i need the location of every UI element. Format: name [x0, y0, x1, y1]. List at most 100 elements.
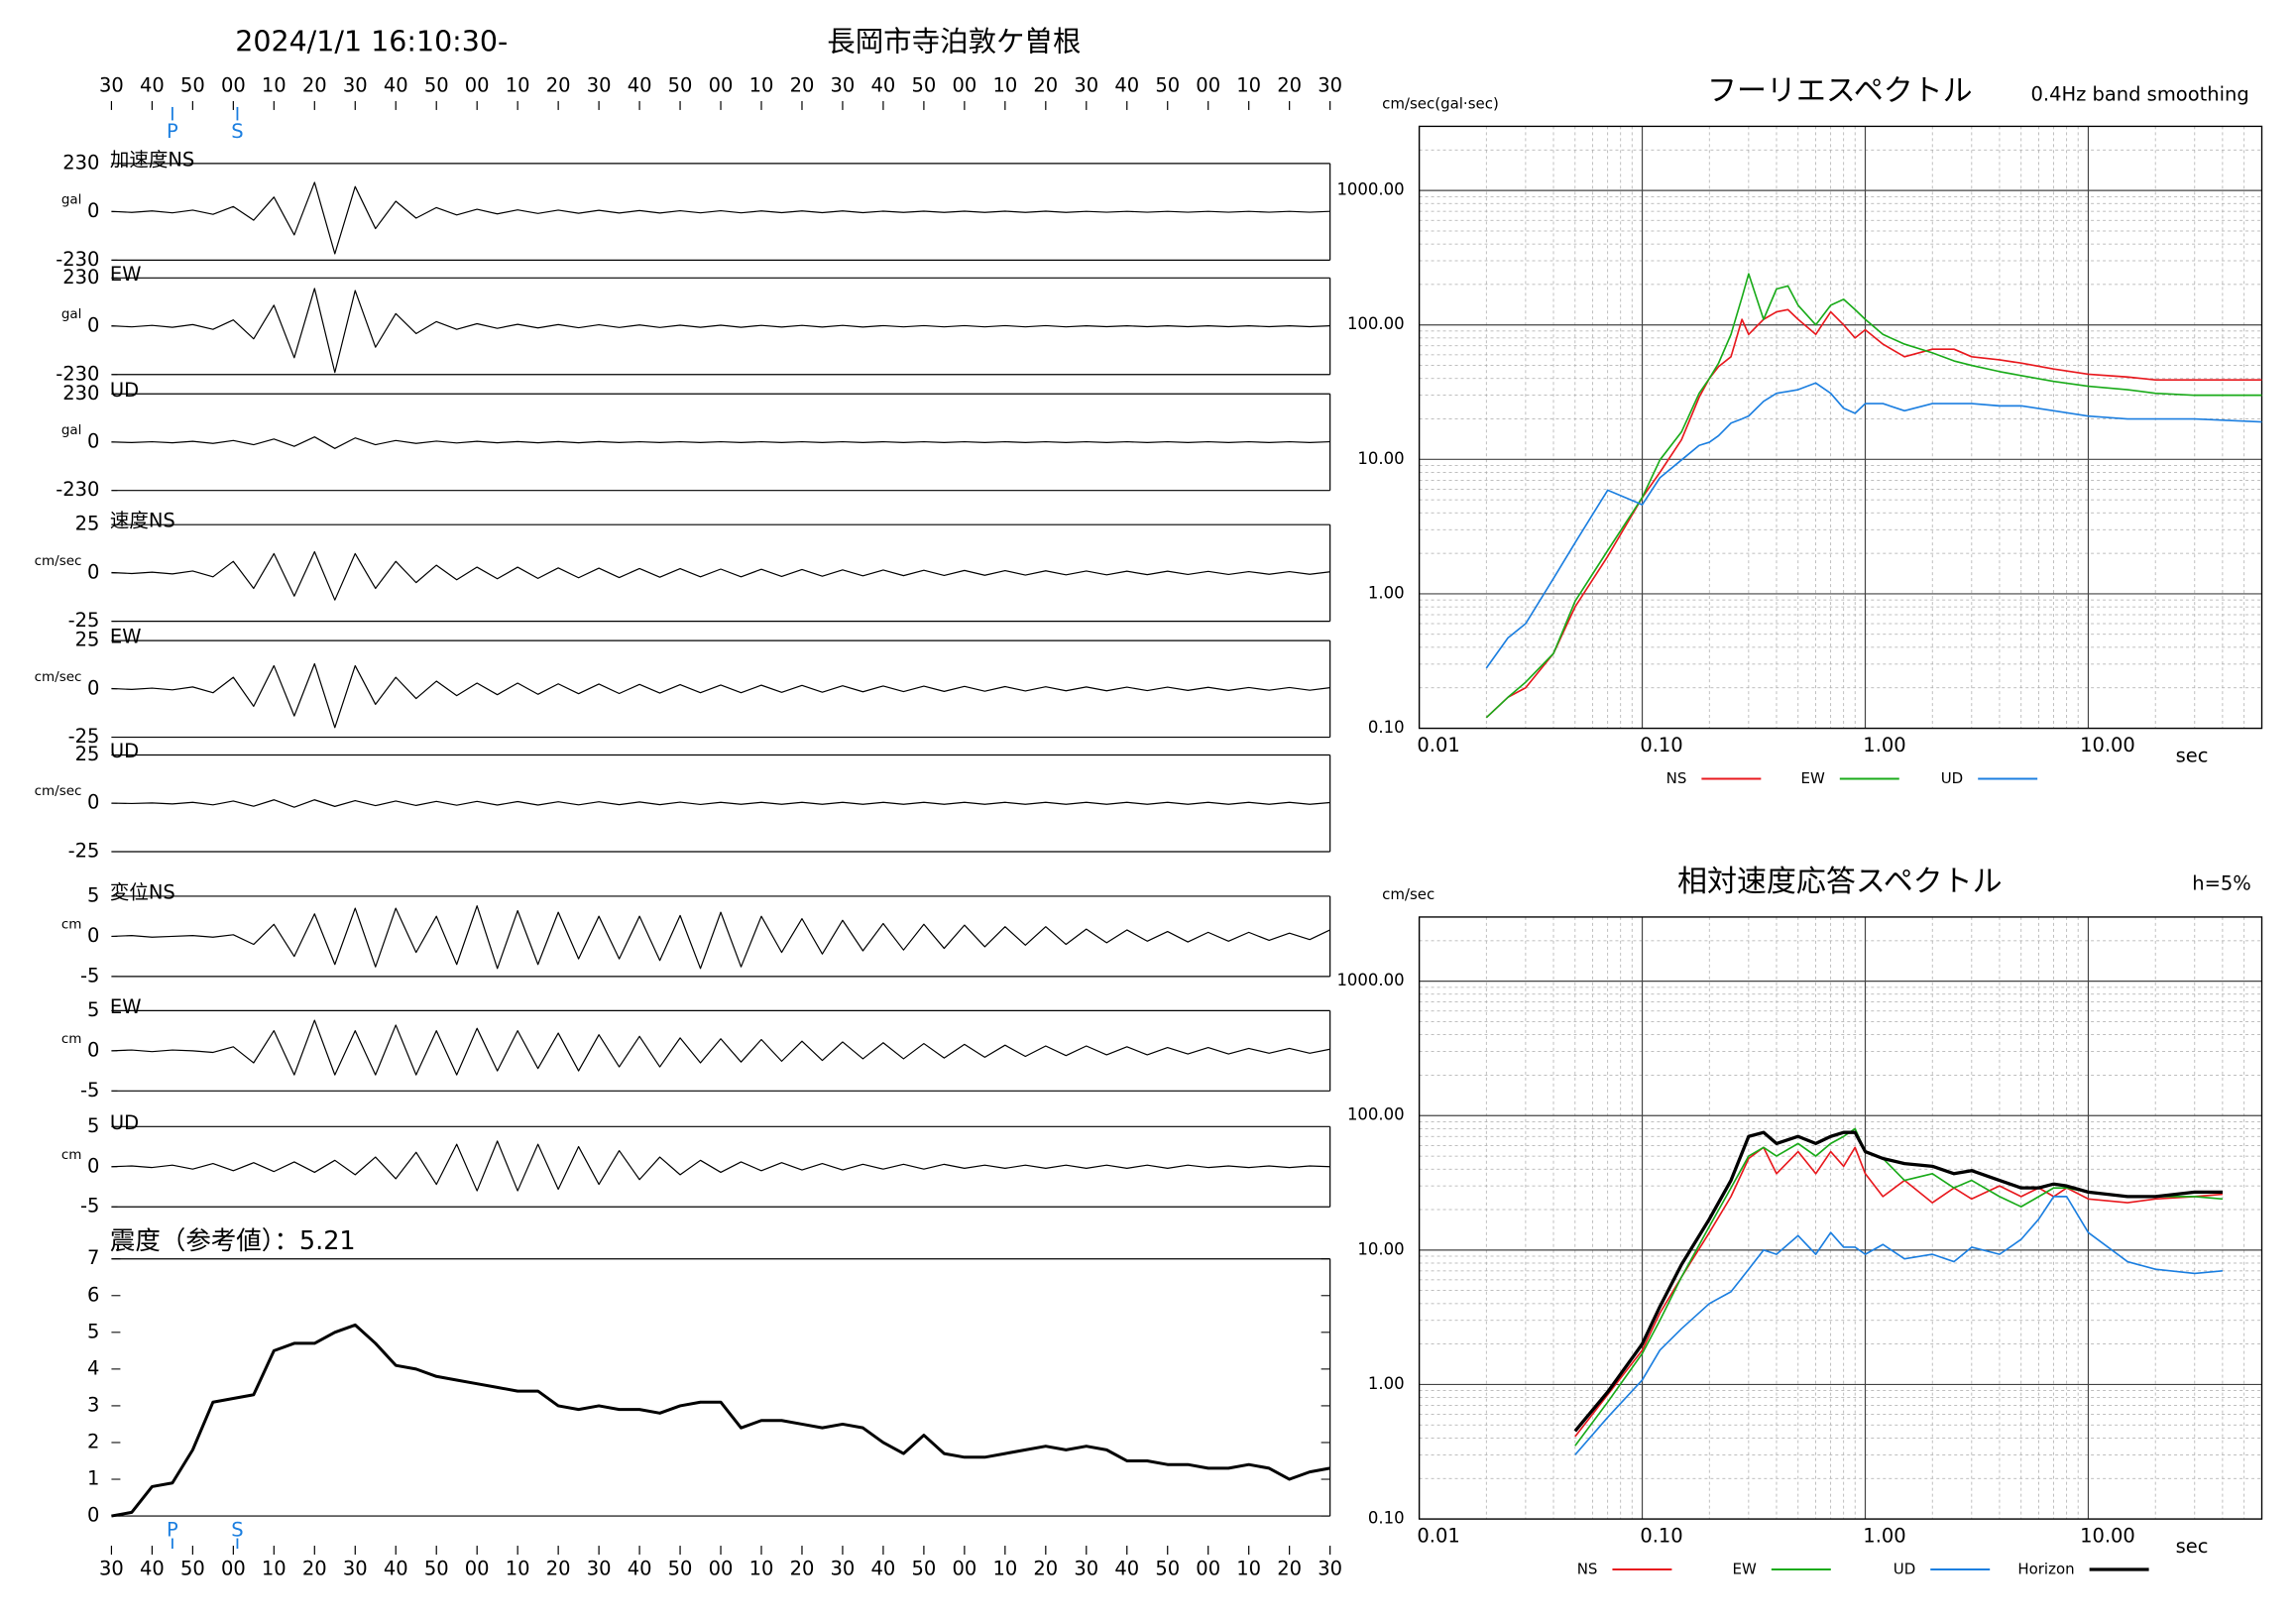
legend-label: UD	[1894, 1561, 1916, 1578]
y-tick-label: -230	[56, 478, 99, 501]
time-tick-label: 50	[668, 1558, 693, 1580]
time-tick-label: 10	[262, 1558, 287, 1580]
time-tick-label: 10	[749, 73, 774, 96]
time-tick-label: 20	[302, 73, 327, 96]
legend-label: NS	[1666, 769, 1687, 787]
intensity-title: 震度（参考値）：5.21	[110, 1226, 356, 1256]
legend-label: NS	[1577, 1561, 1598, 1578]
time-tick-label: 20	[546, 1558, 571, 1580]
spectrum-line	[1574, 1196, 2223, 1455]
datetime: 2024/1/1 16:10:30-	[235, 25, 508, 58]
spectrum-note: 0.4Hz band smoothing	[2031, 82, 2249, 105]
y-tick-label: 5	[87, 883, 99, 906]
y-tick-label: 0	[87, 314, 99, 337]
y-tick-label: 10.00	[1357, 449, 1404, 468]
y-tick-label: 25	[75, 743, 100, 765]
y-tick-label: 0	[87, 199, 99, 222]
y-tick-label: 10.00	[1357, 1239, 1404, 1258]
trace	[111, 799, 1330, 808]
time-tick-label: 30	[343, 73, 368, 96]
y-tick-label: 0.10	[1368, 1509, 1405, 1528]
time-tick-label: 50	[1155, 1558, 1180, 1580]
time-tick-label: 50	[424, 1558, 449, 1580]
x-tick-label: 0.01	[1417, 734, 1459, 756]
y-tick-label: 25	[75, 629, 100, 651]
legend-label: UD	[1941, 769, 1964, 787]
time-tick-label: 40	[140, 1558, 165, 1580]
y-tick-label: -5	[80, 1079, 99, 1101]
unit: cm	[61, 1031, 82, 1047]
unit: cm/sec	[35, 783, 82, 799]
phase-label: P	[167, 1519, 178, 1542]
panel-name: EW	[110, 995, 142, 1018]
trace	[111, 436, 1330, 449]
time-tick-label: 50	[912, 1558, 937, 1580]
y-tick-label: 1000.00	[1336, 971, 1404, 989]
x-tick-label: 1.00	[1863, 1525, 1905, 1548]
y-tick-label: 1.00	[1368, 1374, 1405, 1393]
y-tick-label: 0	[87, 924, 99, 947]
time-tick-label: 10	[262, 73, 287, 96]
y-tick-label: 0	[87, 1504, 99, 1527]
y-tick-label: -25	[68, 839, 100, 862]
y-tick-label: 100.00	[1347, 1105, 1405, 1124]
time-tick-label: 20	[1277, 1558, 1302, 1580]
phase-label: S	[231, 120, 243, 143]
trace	[111, 1019, 1330, 1076]
time-tick-label: 20	[1033, 1558, 1058, 1580]
time-tick-label: 00	[952, 1558, 976, 1580]
time-tick-label: 00	[465, 73, 490, 96]
legend-label: Horizon	[2017, 1561, 2074, 1578]
y-tick-label: 0	[87, 1154, 99, 1177]
y-tick-label: -5	[80, 1195, 99, 1217]
y-tick-label: -25	[68, 609, 100, 632]
spectrum-line	[1485, 382, 2262, 669]
y-tick-label: 25	[75, 513, 100, 535]
time-tick-label: 00	[221, 73, 246, 96]
y-tick-label: 1000.00	[1336, 180, 1404, 199]
unit: cm/sec	[35, 669, 82, 685]
x-tick-label: 10.00	[2080, 734, 2135, 756]
spectrum-line	[1574, 1127, 2223, 1447]
unit: cm	[61, 916, 82, 932]
legend-label: EW	[1733, 1561, 1757, 1578]
time-tick-label: 30	[1318, 73, 1342, 96]
y-tick-label: 5	[87, 1114, 99, 1137]
time-tick-label: 00	[465, 1558, 490, 1580]
time-tick-label: 30	[831, 73, 856, 96]
y-tick-label: 0	[87, 676, 99, 699]
time-tick-label: 00	[709, 73, 734, 96]
x-tick-label: 0.01	[1417, 1525, 1459, 1548]
phase-label: P	[167, 120, 178, 143]
time-tick-label: 00	[221, 1558, 246, 1580]
time-tick-label: 40	[384, 1558, 408, 1580]
time-tick-label: 10	[749, 1558, 774, 1580]
y-tick-label: 230	[62, 382, 99, 405]
spectrum-title: 相対速度応答スペクトル	[1677, 865, 2003, 899]
unit: gal	[61, 306, 82, 322]
time-tick-label: 30	[1074, 73, 1098, 96]
y-tick-label: 1	[87, 1467, 99, 1490]
trace	[111, 905, 1330, 970]
time-tick-label: 40	[628, 1558, 652, 1580]
plot-frame	[1418, 916, 2263, 1520]
time-tick-label: 10	[1236, 73, 1261, 96]
plot-frame	[1418, 125, 2263, 730]
panel-name: EW	[110, 263, 142, 286]
unit: gal	[61, 422, 82, 438]
time-tick-label: 10	[506, 73, 530, 96]
time-tick-label: 10	[1236, 1558, 1261, 1580]
y-tick-label: 2	[87, 1430, 99, 1452]
time-tick-label: 50	[668, 73, 693, 96]
time-tick-label: 30	[831, 1558, 856, 1580]
time-tick-label: 50	[912, 73, 937, 96]
legend-label: EW	[1801, 769, 1825, 787]
time-tick-label: 30	[343, 1558, 368, 1580]
panel-name: UD	[110, 1111, 139, 1134]
y-tick-label: 4	[87, 1356, 99, 1379]
panel-name: UD	[110, 379, 139, 402]
time-tick-label: 40	[1114, 73, 1139, 96]
panel-name: EW	[110, 626, 142, 648]
